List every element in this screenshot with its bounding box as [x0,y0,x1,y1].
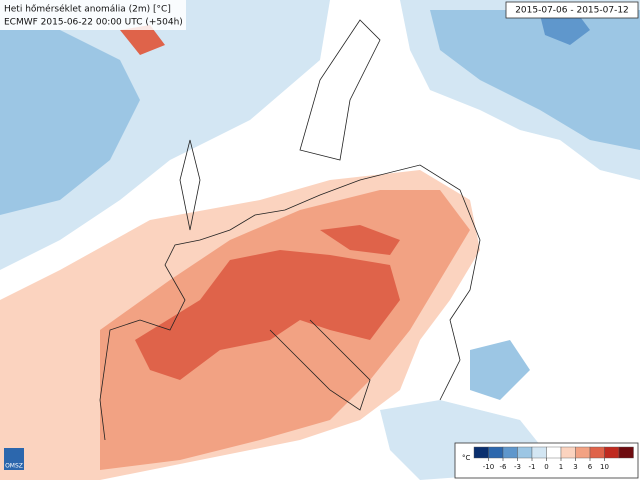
iceland-warm [120,25,165,55]
legend-tick-label: -6 [500,463,508,471]
legend-swatch [531,446,547,459]
logo: OMSZ [5,463,23,470]
legend-tick-label: 3 [573,463,577,471]
legend-swatch [502,446,518,459]
legend-tick-label: -3 [514,463,521,471]
coastline [99,164,481,441]
period: 2015-07-06 - 2015-07-12 [515,6,629,16]
legend-swatch [575,446,591,459]
legend-unit: °C [462,454,471,462]
north-cold-spot [540,10,590,45]
legend-tick-label: 0 [544,463,548,471]
legend-tick-label: 10 [600,463,609,471]
legend-swatch [546,446,562,459]
atlantic-colder [0,30,140,215]
subtitle: ECMWF 2015-06-22 00:00 UTC (+504h) [4,18,183,28]
logo-box [4,448,24,470]
legend-swatch [604,446,620,459]
islands-coast [179,19,381,231]
north-colder [430,10,640,150]
legend-swatch [473,446,489,459]
italy-coast [269,319,371,411]
east-cool [470,340,530,400]
warm-6b [320,225,400,255]
legend-tick-label: 6 [588,463,593,471]
legend-tick-label: 1 [559,463,563,471]
title: Heti hőmérséklet anomália (2m) [°C] [4,4,171,15]
legend-tick-label: -10 [483,463,494,471]
legend-swatch [488,446,504,459]
header-box [0,0,186,30]
legend-swatch [618,446,634,459]
legend: -10 -6 -3 -1 0 1 3 6 10 [473,446,634,471]
legend-swatch [560,446,576,459]
legend-swatch [589,446,605,459]
legend-tick-label: -1 [529,463,536,471]
warm-6 [135,250,400,380]
legend-swatch [517,446,533,459]
period-box [505,1,639,19]
